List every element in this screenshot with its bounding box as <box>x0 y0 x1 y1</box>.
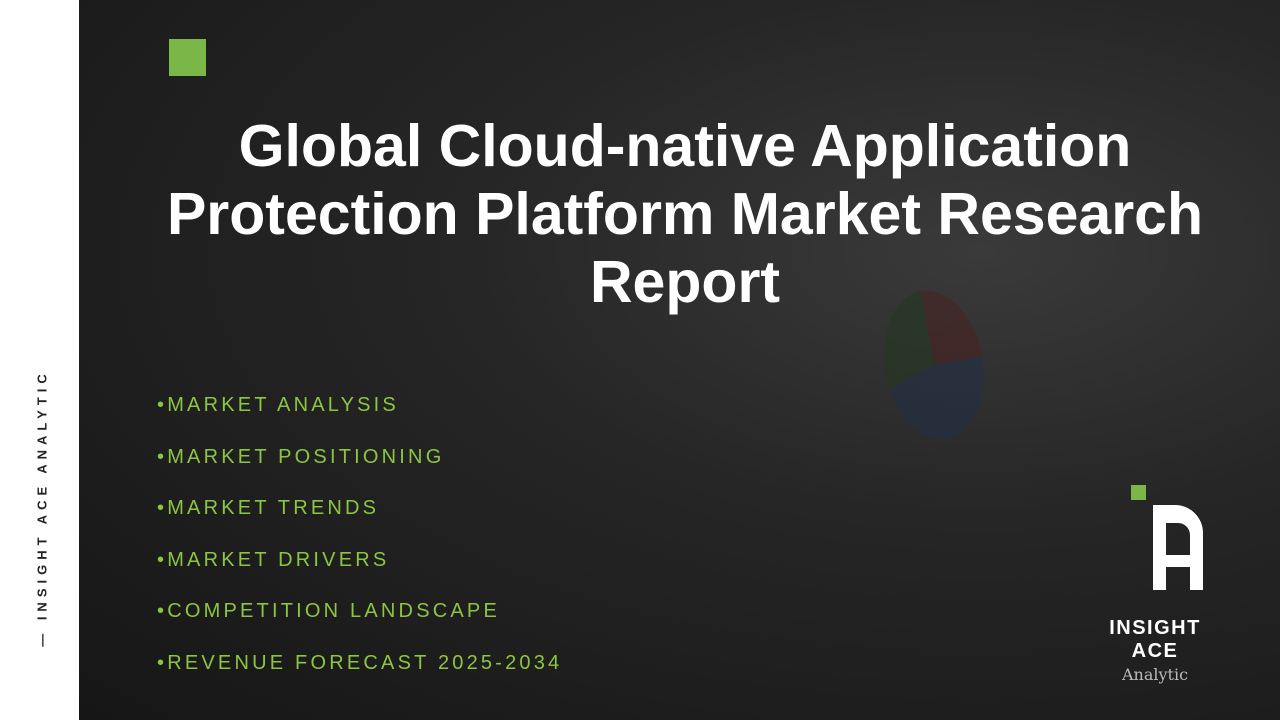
list-item: •MARKET POSITIONING <box>157 445 445 468</box>
list-item: •COMPETITION LANDSCAPE <box>157 600 500 623</box>
title-line-1: Global Cloud-native Application <box>238 113 1132 179</box>
topic-list: •MARKET ANALYSIS •MARKET POSITIONING •MA… <box>157 394 562 704</box>
list-item: •MARKET TRENDS <box>157 497 380 520</box>
vertical-brand-text: — INSIGHT ACE ANALYTIC <box>34 369 50 647</box>
title-line-2: Protection Platform Market Research <box>166 181 1204 247</box>
company-logo: INSIGHT ACE Analytic <box>1085 485 1225 684</box>
left-sidebar-strip: — INSIGHT ACE ANALYTIC <box>0 0 79 720</box>
title-line-3: Report <box>589 249 781 315</box>
background-image <box>79 0 1280 720</box>
list-item: •REVENUE FORECAST 2025-2034 <box>157 651 563 674</box>
list-item: •MARKET DRIVERS <box>157 548 390 571</box>
logo-dot-icon <box>1131 485 1146 500</box>
logo-subtitle: Analytic <box>1121 665 1189 684</box>
logo-name: INSIGHT ACE <box>1109 617 1201 662</box>
page-title: Global Cloud-native Application Protecti… <box>110 112 1260 316</box>
accent-square-icon <box>169 39 206 76</box>
list-item: •MARKET ANALYSIS <box>157 394 399 416</box>
logo-a-icon <box>1152 505 1203 590</box>
